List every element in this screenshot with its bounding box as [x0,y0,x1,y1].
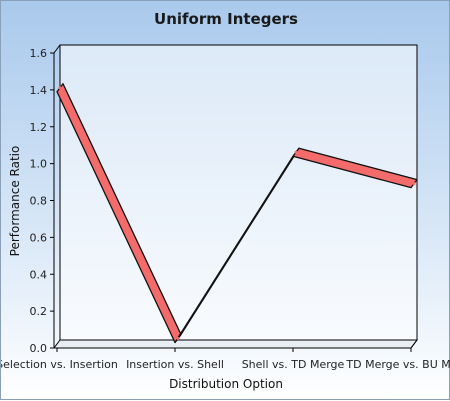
chart-title: Uniform Integers [154,10,298,28]
plot-frame [53,44,418,349]
y-tick-label: 0.4 [30,268,48,281]
y-axis-ticks: 0.0 0.2 0.4 0.6 0.8 1.0 1.2 1.4 1.6 [30,47,54,355]
x-tick-label: Insertion vs. Shell [126,358,224,371]
series-ribbon [56,83,418,344]
y-axis-title: Performance Ratio [8,146,22,257]
plot-back-wall [59,44,418,341]
data-point [412,182,416,186]
data-point [176,336,180,340]
y-tick-label: 1.6 [30,47,48,60]
x-axis-depth-line [410,339,418,349]
x-tick-label: TD Merge vs. BU Merge [345,358,450,371]
data-point [294,150,298,154]
plot-floor [53,339,418,349]
x-axis-title: Distribution Option [169,377,283,391]
y-tick-label: 0.0 [30,342,48,355]
y-tick-label: 0.8 [30,195,48,208]
y-tick-label: 1.2 [30,121,48,134]
y-tick-label: 1.0 [30,158,48,171]
data-point [58,86,62,90]
x-tick-label: Shell vs. TD Merge [242,358,345,371]
series-segment [292,147,418,189]
y-axis-depth-line [53,44,61,54]
x-axis-ticks: Selection vs. Insertion Insertion vs. She… [1,348,450,371]
y-tick-label: 0.6 [30,231,48,244]
y-tick-label: 1.4 [30,84,48,97]
y-tick-label: 0.2 [30,305,48,318]
x-tick-label: Selection vs. Insertion [1,358,118,371]
